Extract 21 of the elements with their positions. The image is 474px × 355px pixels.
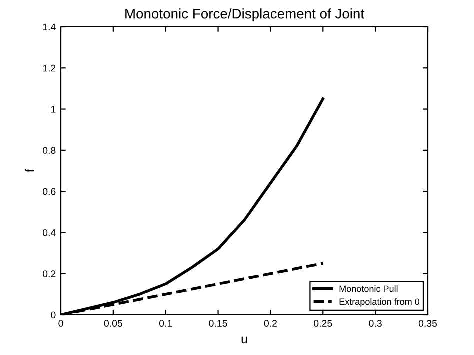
x-tick-label: 0.15 [209, 320, 228, 327]
x-tick-label: 0.35 [418, 320, 438, 327]
legend-label: Extrapolation from 0 [340, 298, 420, 307]
y-axis-title: f [25, 169, 34, 173]
x-tick-label: 0.3 [369, 320, 382, 327]
y-tick-label: 1.2 [43, 64, 56, 72]
y-tick-label: 1 [51, 106, 56, 113]
y-tick-label: 0 [51, 312, 56, 319]
x-tick-label: 0.05 [104, 320, 122, 327]
x-tick-label: 0.2 [264, 320, 277, 327]
legend-label: Monotonic Pull [340, 286, 398, 292]
y-tick-label: 1.4 [43, 24, 56, 31]
x-tick-label: 0.1 [159, 320, 172, 327]
y-tick-label: 0.2 [43, 270, 56, 278]
chart-title: Monotonic Force/Displacement of Joint [126, 8, 364, 22]
x-tick-label: 0 [58, 320, 64, 327]
y-tick-label: 0.6 [43, 188, 56, 196]
y-tick-label: 0.8 [43, 147, 56, 154]
x-tick-label: 0.25 [314, 320, 332, 327]
y-tick-label: 0.4 [43, 229, 56, 236]
x-axis-title: u [242, 336, 248, 344]
